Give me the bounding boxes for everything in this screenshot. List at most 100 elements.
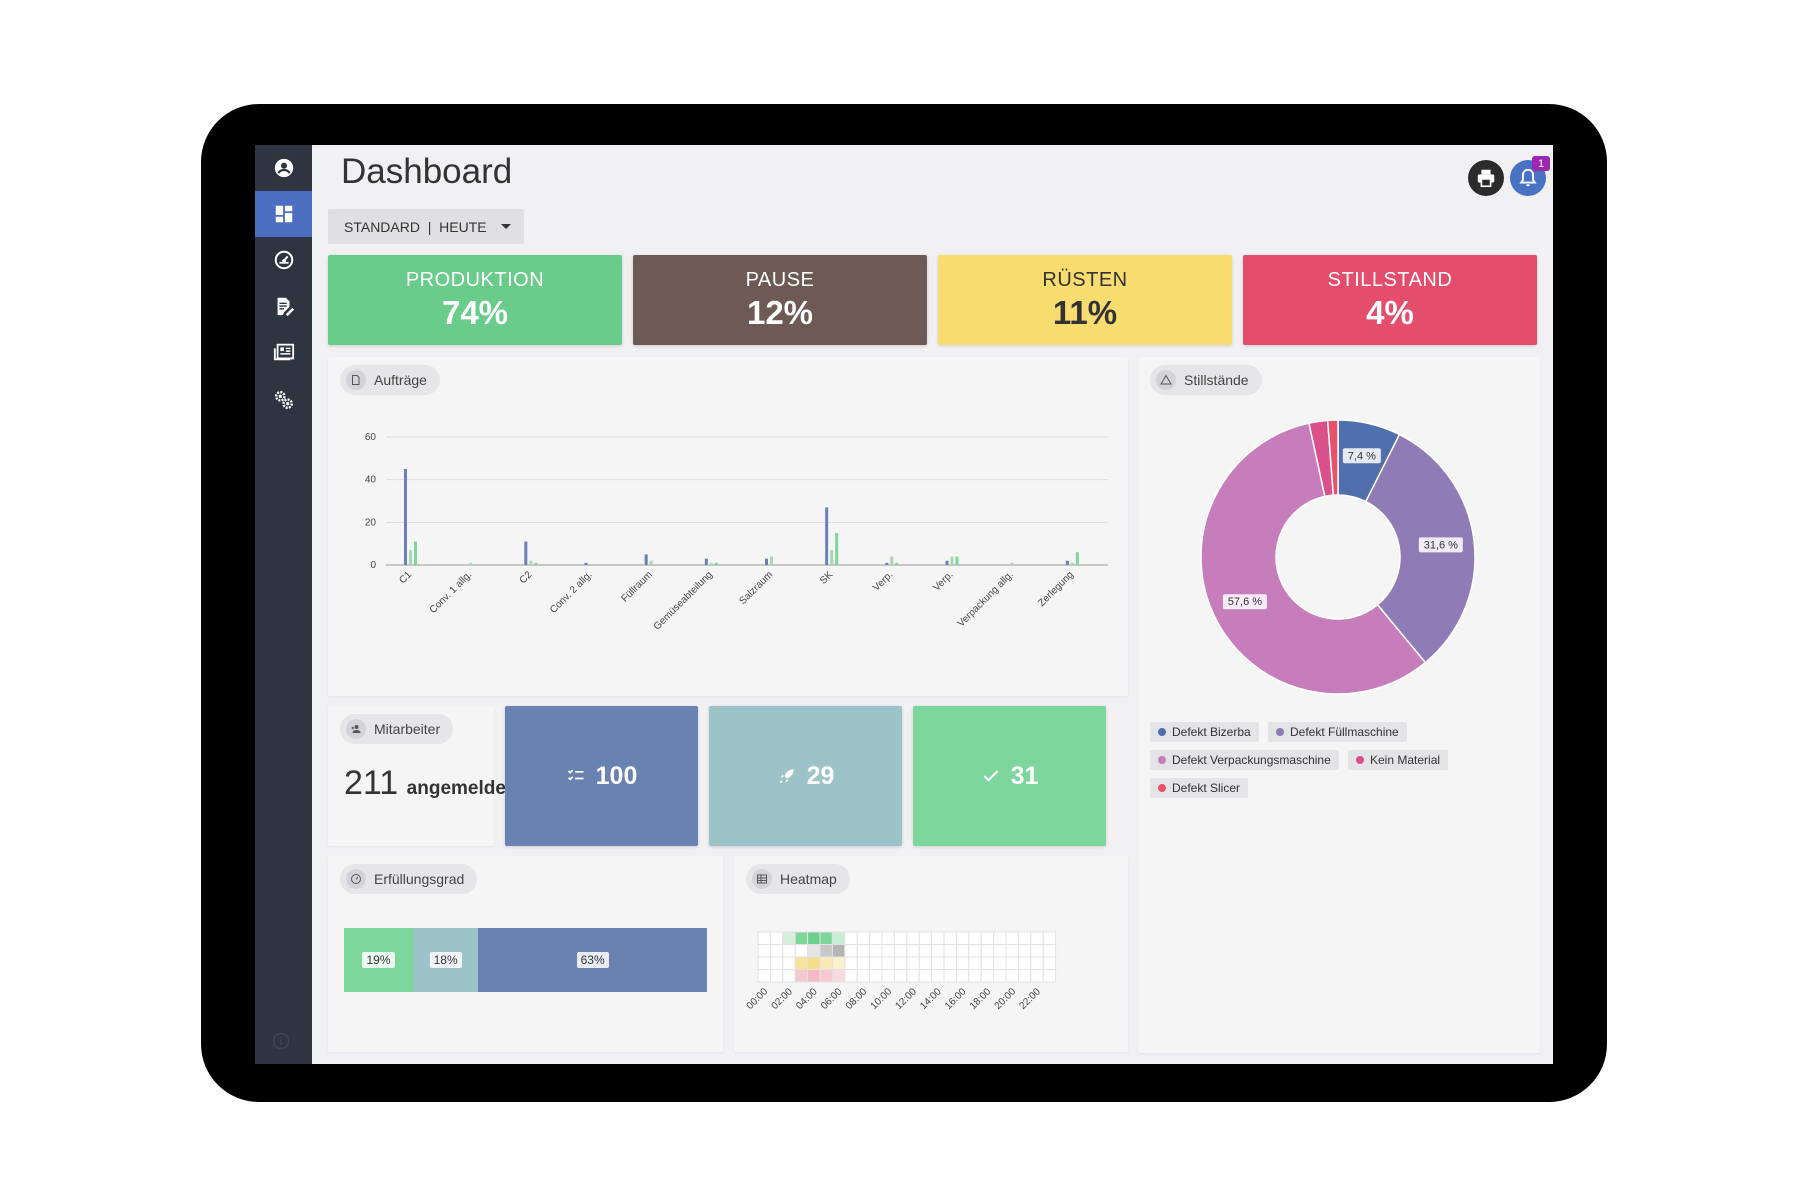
x-tick-label: Gemüseabteilung	[652, 569, 715, 632]
segment-label: 19%	[362, 952, 395, 968]
legend-dot	[1276, 728, 1284, 736]
notifications-button[interactable]: 1	[1510, 156, 1550, 196]
heatmap-cell	[968, 931, 982, 945]
heatmap-cell	[1030, 931, 1044, 945]
heatmap-cell	[844, 931, 858, 945]
legend-label: Defekt Füllmaschine	[1290, 725, 1399, 739]
heatmap-cell	[769, 944, 784, 958]
heatmap-cell	[943, 944, 957, 958]
bar	[469, 562, 473, 565]
x-tick-label: SK	[818, 569, 835, 586]
kpi-value: 11%	[1052, 293, 1118, 331]
bar	[649, 560, 653, 565]
dashboard-icon	[275, 205, 292, 223]
heatmap-cell	[819, 969, 833, 983]
heatmap-x-label: 08:00	[844, 986, 870, 1012]
heatmap-cell	[893, 944, 908, 958]
bar	[704, 558, 708, 565]
kpi-stillstand: STILLSTAND 4%	[1243, 255, 1537, 345]
heatmap-cell	[918, 944, 933, 958]
slice-label-bg	[1342, 448, 1381, 464]
legend-label: Defekt Verpackungsmaschine	[1172, 753, 1331, 767]
erfuellungsgrad-stacked-bar: 19% 18% 63%	[344, 928, 707, 992]
heatmap-cell	[794, 931, 809, 945]
heatmap-cell	[931, 944, 945, 958]
bar	[584, 562, 588, 565]
auftraege-chip: Aufträge	[340, 365, 440, 395]
bar	[955, 556, 959, 565]
segment-label: 63%	[576, 952, 609, 968]
chevron-down-icon	[500, 224, 511, 229]
x-tick-label: Füllraum	[619, 569, 654, 604]
bar	[414, 541, 417, 565]
legend-label: Defekt Slicer	[1172, 781, 1241, 795]
legend-item[interactable]: Defekt Bizerba	[1150, 722, 1259, 742]
legend-dot	[1158, 756, 1166, 764]
heatmap-cell	[955, 931, 970, 945]
sidebar-item-account[interactable]	[255, 145, 312, 191]
print-button[interactable]	[1468, 160, 1504, 196]
sidebar-item-orders[interactable]	[255, 283, 312, 329]
bell-icon	[1519, 168, 1537, 187]
y-tick-label: 60	[365, 432, 377, 443]
segment-label: 18%	[429, 952, 462, 968]
heatmap-card: Heatmap 00:00 02:00 04:00 06:00 08:00 10:00 12…	[734, 856, 1128, 1052]
heatmap-cell	[757, 944, 771, 958]
main-content: Dashboard STANDARD | HEUTE 1 PRODUKTION …	[312, 145, 1553, 1064]
heatmap-x-label: 18:00	[968, 986, 994, 1012]
stacked-bar-segment: 19%	[344, 928, 413, 992]
bar	[945, 560, 949, 565]
tile-done[interactable]: 31	[913, 706, 1106, 846]
erfuellungsgrad-chip: Erfüllungsgrad	[340, 864, 478, 894]
sidebar-item-reports[interactable]	[255, 329, 312, 375]
sidebar-item-settings[interactable]	[255, 377, 312, 423]
heatmap-cell	[769, 956, 784, 970]
filter-dropdown[interactable]: STANDARD | HEUTE	[328, 209, 524, 244]
legend-dot	[1356, 756, 1364, 764]
legend-item[interactable]: Defekt Verpackungsmaschine	[1150, 750, 1339, 770]
heatmap-cell	[844, 956, 858, 970]
heatmap-cell	[1017, 931, 1032, 945]
heatmap-x-label: 00:00	[745, 986, 771, 1012]
sidebar-item-dashboard[interactable]	[255, 191, 312, 237]
heatmap-cell	[807, 944, 821, 958]
legend-item[interactable]: Defekt Füllmaschine	[1268, 722, 1407, 742]
heatmap-cell	[881, 956, 895, 970]
heatmap-cell	[819, 931, 833, 945]
heatmap-cell	[769, 969, 784, 983]
x-tick-label: Salzraum	[737, 569, 775, 607]
auftraege-card: Aufträge 0 20 40 60 C1 Conv. 1 allg. C2 Conv. 2…	[328, 357, 1128, 696]
tile-open-tasks[interactable]: 100	[505, 706, 698, 846]
heatmap-x-label: 14:00	[918, 986, 944, 1012]
notification-badge: 1	[1532, 156, 1550, 171]
mitarbeiter-card: Mitarbeiter 211 angemeldet	[328, 706, 512, 846]
heatmap-cell	[831, 956, 846, 970]
heatmap-cell	[906, 969, 920, 983]
checklist-icon	[567, 769, 584, 781]
filter-label: STANDARD | HEUTE	[344, 218, 487, 235]
sidebar-item-performance[interactable]	[255, 237, 312, 283]
bar	[644, 554, 648, 565]
heatmap-cell	[1017, 969, 1032, 983]
kpi-label: PAUSE	[745, 268, 815, 291]
heatmap-cell	[1030, 969, 1044, 983]
heatmap-cell	[807, 956, 821, 970]
heatmap-cell	[931, 931, 945, 945]
stillstaende-card: Stillstände 7,4 % 31,6 % 57,6 % Defekt Biz…	[1138, 357, 1540, 1053]
heatmap-x-label: 06:00	[819, 986, 845, 1012]
bar	[950, 556, 954, 565]
info-icon[interactable]	[272, 1032, 290, 1050]
heatmap-cell	[869, 931, 883, 945]
legend-item[interactable]: Kein Material	[1348, 750, 1449, 770]
heatmap-cell	[968, 944, 982, 958]
heatmap-cell	[1030, 944, 1044, 958]
erfuellungsgrad-title: Erfüllungsgrad	[374, 871, 465, 887]
tile-in-progress[interactable]: 29	[709, 706, 902, 846]
heatmap-cell	[968, 956, 982, 970]
legend-item[interactable]: Defekt Slicer	[1150, 778, 1249, 798]
heatmap-cell	[1017, 956, 1032, 970]
kpi-label: PRODUKTION	[405, 268, 545, 291]
heatmap-cell	[893, 931, 908, 945]
bar	[895, 562, 899, 565]
bar	[890, 556, 894, 565]
